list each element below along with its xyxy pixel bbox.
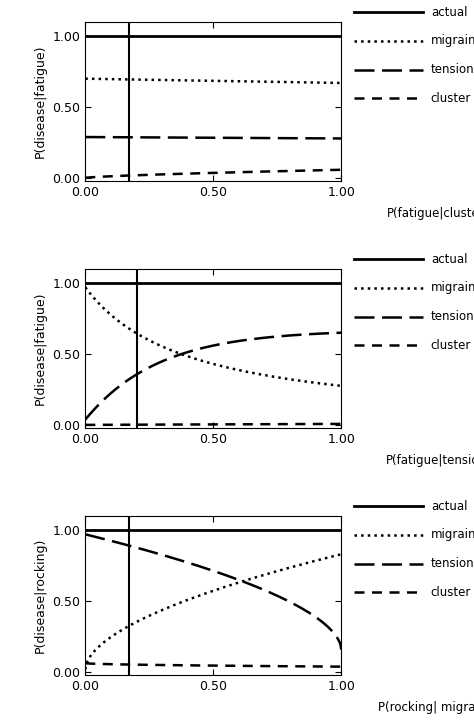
- Text: P(fatigue|tension): P(fatigue|tension): [386, 454, 474, 467]
- Y-axis label: P(disease|fatigue): P(disease|fatigue): [34, 45, 47, 158]
- Text: actual: actual: [431, 253, 467, 266]
- Text: actual: actual: [431, 6, 467, 19]
- Text: P(rocking| migraine): P(rocking| migraine): [378, 701, 474, 714]
- Text: tension: tension: [431, 557, 474, 570]
- Text: cluster: cluster: [431, 91, 471, 105]
- Text: actual: actual: [431, 499, 467, 513]
- Text: migraine: migraine: [431, 529, 474, 542]
- Text: tension: tension: [431, 310, 474, 323]
- Text: cluster: cluster: [431, 586, 471, 599]
- Text: P(fatigue|cluster): P(fatigue|cluster): [387, 207, 474, 220]
- Text: migraine: migraine: [431, 282, 474, 295]
- Text: tension: tension: [431, 63, 474, 76]
- Text: cluster: cluster: [431, 339, 471, 352]
- Text: migraine: migraine: [431, 34, 474, 47]
- Y-axis label: P(disease|rocking): P(disease|rocking): [34, 538, 47, 653]
- Y-axis label: P(disease|fatigue): P(disease|fatigue): [34, 292, 47, 405]
